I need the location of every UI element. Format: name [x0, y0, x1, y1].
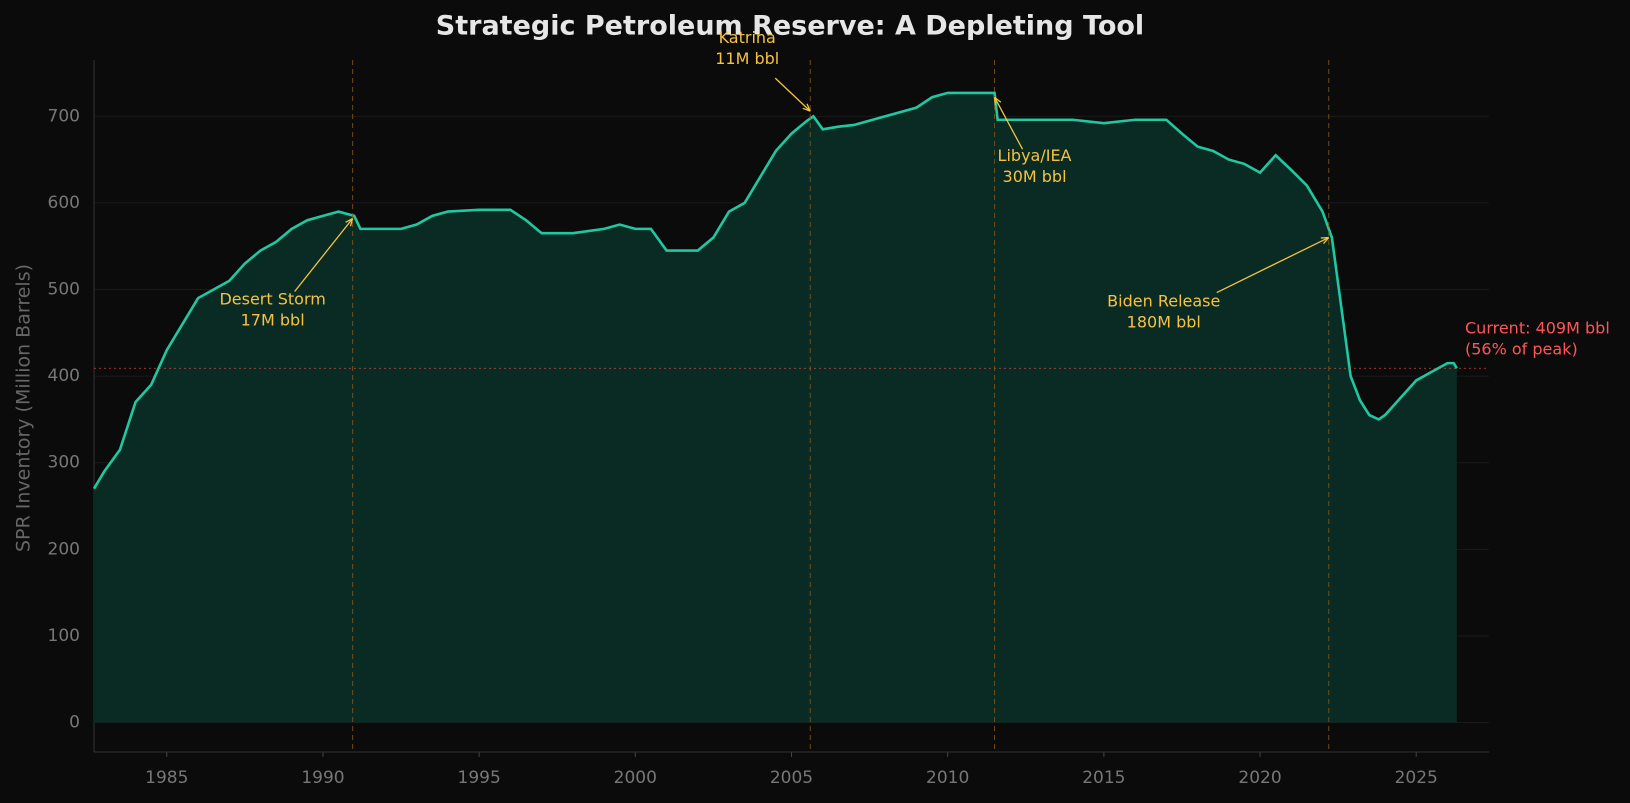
event-label: 180M bbl [1127, 313, 1201, 332]
event-arrow [1216, 236, 1330, 294]
arrow-head [1320, 236, 1330, 245]
x-tick-label: 2020 [1238, 768, 1281, 788]
line [92, 91, 1458, 490]
arrow-head [345, 217, 354, 227]
event-label: 17M bbl [241, 310, 305, 329]
y-tick-label: 700 [48, 106, 80, 126]
area [94, 92, 1457, 723]
x-tick-label: 2005 [770, 768, 813, 788]
arrow-head [993, 96, 1002, 106]
y-tick-label: 500 [48, 280, 80, 300]
event-label: 11M bbl [715, 49, 779, 68]
event-arrow [294, 218, 354, 292]
arrow-head [802, 103, 811, 112]
y-axis-label: SPR Inventory (Million Barrels) [13, 264, 35, 552]
current-label: Current: 409M bbl [1465, 319, 1610, 338]
chart-title: Strategic Petroleum Reserve: A Depleting… [436, 11, 1144, 42]
x-tick-label: 2015 [1082, 768, 1125, 788]
y-tick-label: 600 [48, 193, 80, 213]
event-label: 30M bbl [1003, 167, 1067, 186]
event-label: Desert Storm [219, 289, 325, 308]
event-label: Biden Release [1107, 292, 1220, 311]
x-tick-label: 2025 [1395, 768, 1438, 788]
y-tick-label: 300 [48, 453, 80, 473]
y-tick-label: 100 [48, 626, 80, 646]
event-label: Libya/IEA [998, 146, 1072, 165]
y-tick-label: 0 [69, 713, 80, 733]
x-tick-label: 1990 [301, 768, 344, 788]
y-tick-label: 200 [48, 539, 80, 559]
current-label: (56% of peak) [1465, 340, 1578, 359]
x-tick-label: 1985 [145, 768, 188, 788]
y-tick-label: 400 [48, 366, 80, 386]
x-tick-label: 2000 [614, 768, 657, 788]
event-arrow [774, 77, 811, 112]
x-tick-label: 1995 [458, 768, 501, 788]
event-label: Katrina [719, 28, 776, 47]
event-arrow [993, 96, 1024, 150]
x-tick-label: 2010 [926, 768, 969, 788]
